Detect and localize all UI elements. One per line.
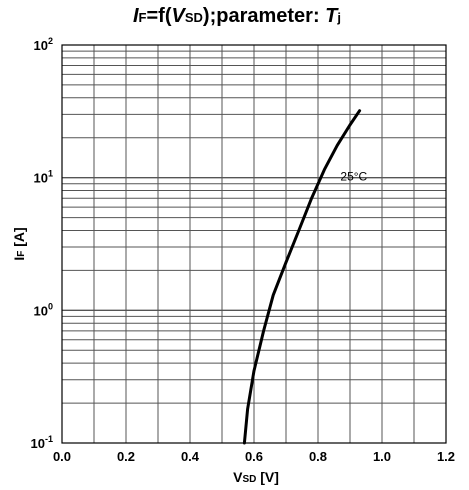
y-tick-label: 102 [34, 36, 53, 53]
x-axis-label-main: V [233, 469, 243, 485]
y-axis-label: IF [A] [11, 227, 27, 260]
y-tick-exponent: 0 [48, 301, 53, 311]
y-tick-label: 10-1 [31, 434, 53, 451]
chart-title: IF=f(VSD);parameter: Tj [133, 5, 341, 27]
x-axis-label: VSD [V] [233, 469, 279, 485]
chart-grid [62, 45, 446, 443]
x-tick-label: 1.2 [437, 449, 455, 464]
annotation-layer: 25°C [340, 170, 367, 184]
title-part-7: j [336, 10, 341, 25]
y-tick-base: 10 [34, 171, 48, 186]
series-line-0 [242, 109, 362, 445]
y-tick-exponent: 2 [48, 36, 53, 46]
plot-frame [61, 44, 447, 444]
title-part-4: SD [185, 10, 203, 25]
title-part-3: V [172, 5, 187, 27]
x-tick-label: 0.0 [53, 449, 71, 464]
series-annotation: 25°C [340, 170, 367, 184]
title-part-2: =f( [147, 5, 172, 27]
x-tick-label: 0.2 [117, 449, 135, 464]
y-tick-base: 10 [34, 303, 48, 318]
x-tick-label: 1.0 [373, 449, 391, 464]
x-axis-label-unit: [V] [256, 469, 279, 485]
y-tick-label: 100 [34, 301, 53, 318]
y-axis-label-main: I [11, 257, 27, 261]
y-tick-exponent: -1 [45, 434, 53, 444]
x-tick-labels: 0.0 0.2 0.4 0.6 0.8 1.0 1.2 [53, 449, 455, 464]
x-tick-label: 0.4 [181, 449, 200, 464]
y-tick-base: 10 [31, 436, 45, 451]
y-tick-base: 10 [34, 38, 48, 53]
title-part-0: I [133, 5, 139, 27]
y-axis-label-sub: F [16, 251, 27, 257]
y-tick-exponent: 1 [48, 169, 53, 179]
title-part-6: T [325, 5, 339, 27]
x-tick-label: 0.6 [245, 449, 263, 464]
y-tick-label: 101 [34, 169, 53, 186]
series-layer [242, 109, 362, 445]
x-tick-label: 0.8 [309, 449, 327, 464]
y-axis-label-unit: [A] [11, 227, 27, 250]
x-axis-label-sub: SD [242, 474, 256, 485]
title-part-1: F [139, 10, 147, 25]
title-part-5: );parameter: [203, 5, 325, 27]
